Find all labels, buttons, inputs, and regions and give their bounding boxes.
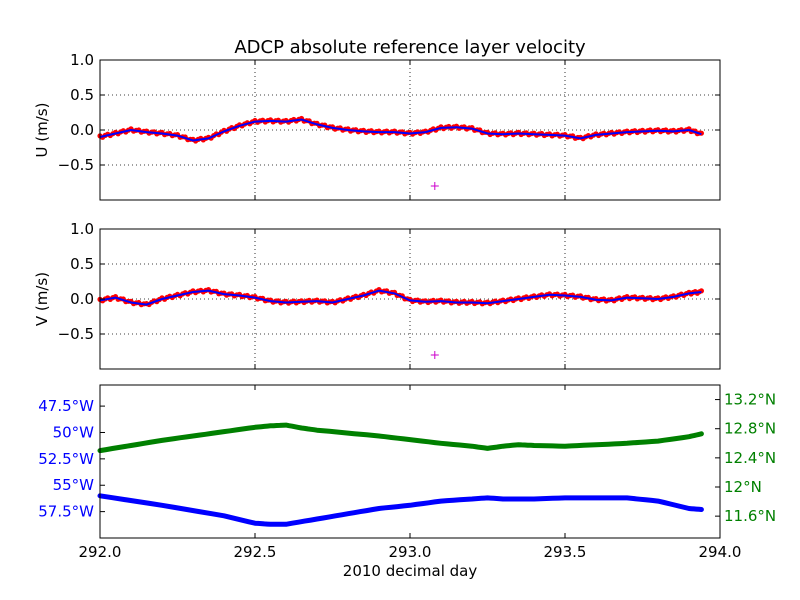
latitude-tick-label: 12°N bbox=[724, 478, 762, 496]
smoothed-line bbox=[99, 289, 702, 306]
x-tick-label: 294.0 bbox=[699, 543, 742, 561]
longitude-tick-label: 55°W bbox=[53, 476, 95, 494]
y-tick-label: −0.5 bbox=[58, 156, 94, 174]
longitude-tick-label: 47.5°W bbox=[38, 397, 94, 415]
y-axis-label: U (m/s) bbox=[33, 103, 51, 158]
plot-frame bbox=[99, 384, 721, 539]
longitude-tick-label: 50°W bbox=[53, 423, 95, 441]
y-tick-label: 1.0 bbox=[70, 51, 94, 69]
y-tick-label: 0.5 bbox=[70, 86, 94, 104]
y-tick-label: 0.0 bbox=[70, 121, 94, 139]
chart-title: ADCP absolute reference layer velocity bbox=[234, 37, 586, 58]
latitude-tick-label: 12.4°N bbox=[724, 449, 776, 467]
longitude-tick-label: 52.5°W bbox=[38, 450, 94, 468]
y-axis-label: V (m/s) bbox=[33, 272, 51, 326]
x-tick-label: 293.0 bbox=[389, 543, 432, 561]
x-tick-label: 292.0 bbox=[79, 543, 122, 561]
y-tick-label: 0.0 bbox=[70, 290, 94, 308]
x-tick-label: 292.5 bbox=[234, 543, 277, 561]
y-tick-label: 1.0 bbox=[70, 220, 94, 238]
x-axis-label: 2010 decimal day bbox=[343, 562, 478, 580]
y-tick-label: 0.5 bbox=[70, 255, 94, 273]
v-velocity-panel: 1.0 0.5 0.0 −0.5 V (m/s) bbox=[33, 220, 721, 370]
latitude-tick-label: 12.8°N bbox=[724, 420, 776, 438]
latitude-tick-label: 13.2°N bbox=[724, 391, 776, 409]
x-tick-label: 293.5 bbox=[544, 543, 587, 561]
smoothed-line bbox=[99, 118, 702, 142]
position-panel: 47.5°W 50°W 52.5°W 55°W 57.5°W 13.2°N 12.8°N 12… bbox=[38, 384, 776, 561]
longitude-tick-label: 57.5°W bbox=[38, 503, 94, 521]
u-velocity-panel: 1.0 0.5 0.0 −0.5 U (m/s) bbox=[33, 51, 721, 201]
latitude-tick-label: 11.6°N bbox=[724, 507, 776, 525]
y-tick-label: −0.5 bbox=[58, 325, 94, 343]
latitude-line bbox=[97, 422, 704, 454]
longitude-line bbox=[97, 493, 704, 527]
